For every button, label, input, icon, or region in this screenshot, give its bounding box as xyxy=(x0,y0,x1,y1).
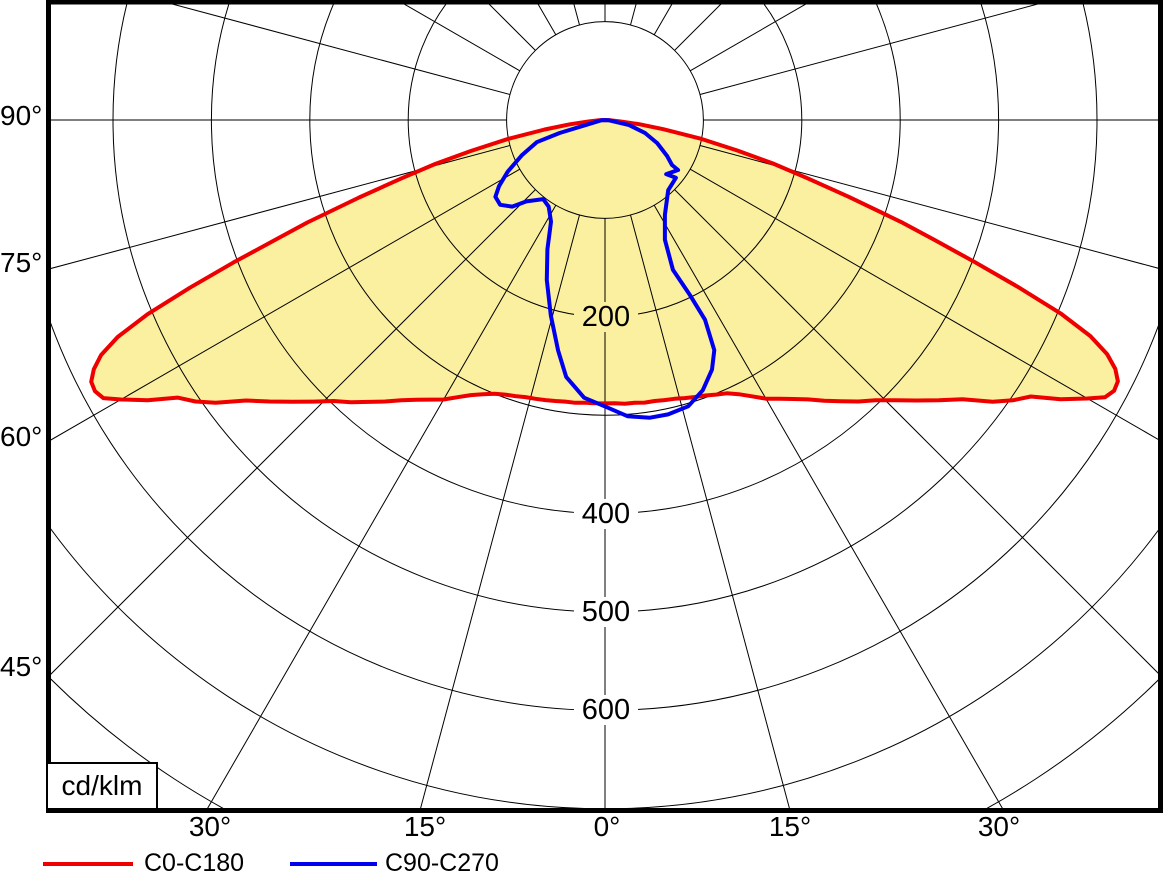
grid-ray-60 xyxy=(689,168,1158,440)
grid-ray-255 xyxy=(166,3,511,95)
grid-ray-285 xyxy=(51,145,511,269)
legend-label-c0-c180: C0-C180 xyxy=(144,849,245,877)
grid-ray-330 xyxy=(207,204,557,808)
grid-ray-75 xyxy=(699,145,1158,269)
grid-ray-120 xyxy=(689,3,809,72)
grid-ray-345 xyxy=(420,214,580,808)
legend: C0-C180 C90-C270 xyxy=(0,848,1167,882)
angle-label-bottom-right-30: 30° xyxy=(977,811,1021,842)
ring-value-label-200: 200 xyxy=(574,302,638,332)
grid-ray-150 xyxy=(653,3,674,36)
angle-label-bottom-left-15: 15° xyxy=(403,811,447,842)
grid-ray-225 xyxy=(487,3,536,51)
grid-ray-315 xyxy=(51,189,536,675)
unit-box: cd/klm xyxy=(46,762,158,810)
angle-label-bottom-0: 0° xyxy=(593,811,621,842)
legend-label-c90-c270: C90-C270 xyxy=(385,849,499,877)
angle-label-90: 90° xyxy=(0,100,43,131)
ring-value-label-400: 400 xyxy=(574,499,638,529)
curve-c0-c180 xyxy=(89,118,1120,406)
legend-line-c90-c270 xyxy=(290,862,377,866)
ring-value-label-500: 500 xyxy=(574,597,638,627)
angle-label-45: 45° xyxy=(0,651,43,682)
legend-line-c0-c180 xyxy=(43,862,133,866)
angle-label-bottom-left-30: 30° xyxy=(188,811,232,842)
grid-ray-105 xyxy=(699,3,1044,95)
plot-border xyxy=(46,0,1163,813)
grid-ray-30 xyxy=(653,204,1003,808)
grid-ray-45 xyxy=(674,189,1158,674)
angle-label-bottom-right-15: 15° xyxy=(768,811,812,842)
grid-ray-135 xyxy=(674,3,723,51)
grid-ray-300 xyxy=(51,168,521,441)
curve-c90-c270 xyxy=(493,118,717,420)
angle-label-75: 75° xyxy=(0,247,43,278)
angle-label-60: 60° xyxy=(0,421,43,452)
grid-ray-15 xyxy=(630,214,790,808)
grid-ray-210 xyxy=(536,3,557,36)
ring-value-label-600: 600 xyxy=(574,695,638,725)
